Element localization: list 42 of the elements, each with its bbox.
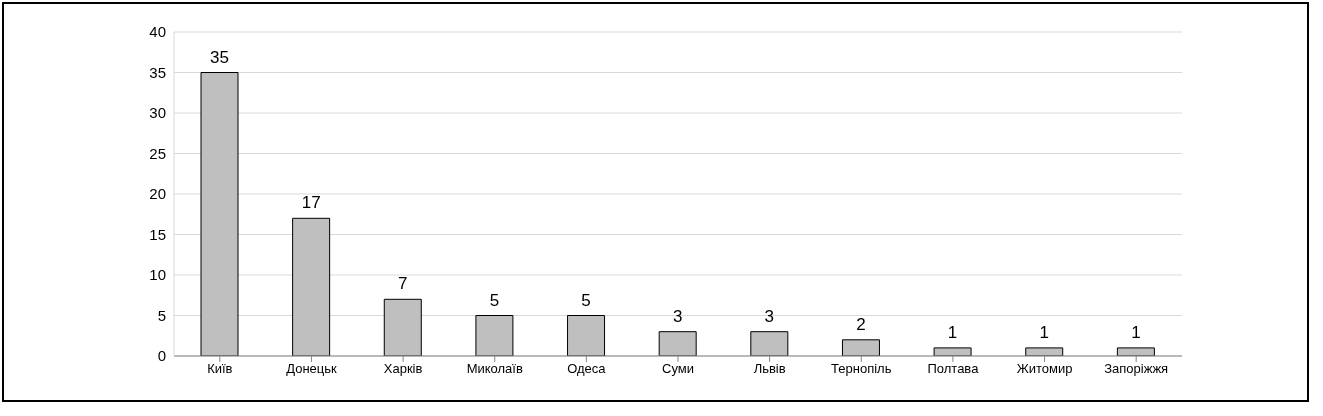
bar [1116, 347, 1155, 356]
data-label: 1 [1039, 322, 1049, 342]
data-label: 17 [301, 193, 321, 213]
data-label: 3 [672, 306, 683, 326]
x-tick-label: Харків [383, 361, 423, 377]
data-label: 1 [947, 322, 958, 342]
bar [383, 298, 422, 356]
bar [567, 315, 606, 356]
x-tick-label: Донецьк [286, 361, 338, 377]
bar [750, 331, 789, 356]
x-tick-label: Полтава [927, 361, 980, 377]
data-label: 3 [764, 306, 775, 326]
bar [475, 315, 514, 356]
y-tick-label: 30 [149, 104, 166, 122]
y-tick-label: 40 [149, 23, 166, 41]
y-tick-label: 10 [149, 266, 166, 284]
data-label: 5 [581, 290, 591, 310]
data-label: 2 [856, 314, 866, 334]
bar [841, 339, 880, 356]
y-tick-label: 0 [157, 347, 166, 365]
bar [1025, 347, 1064, 356]
bar [200, 72, 239, 356]
x-tick-label: Суми [662, 361, 694, 377]
bar [658, 331, 697, 356]
y-tick-label: 35 [149, 63, 166, 81]
x-tick-label: Київ [207, 361, 233, 377]
x-tick-label: Житомир [1016, 361, 1073, 377]
data-label: 35 [210, 47, 229, 67]
y-tick-label: 25 [149, 144, 166, 162]
x-tick-label: Запоріжжя [1104, 361, 1169, 377]
y-tick-label: 15 [149, 225, 166, 243]
x-tick-label: Тернопіль [831, 361, 892, 377]
bar [933, 347, 972, 356]
y-tick-label: 20 [149, 185, 166, 203]
x-tick-label: Одеса [567, 361, 607, 377]
bar [292, 217, 331, 356]
y-tick-label: 5 [157, 306, 166, 324]
data-label: 1 [1131, 322, 1141, 342]
data-label: 5 [489, 290, 500, 310]
data-label: 7 [398, 274, 408, 294]
x-tick-label: Львів [753, 361, 786, 377]
x-tick-label: Миколаїв [466, 361, 523, 377]
